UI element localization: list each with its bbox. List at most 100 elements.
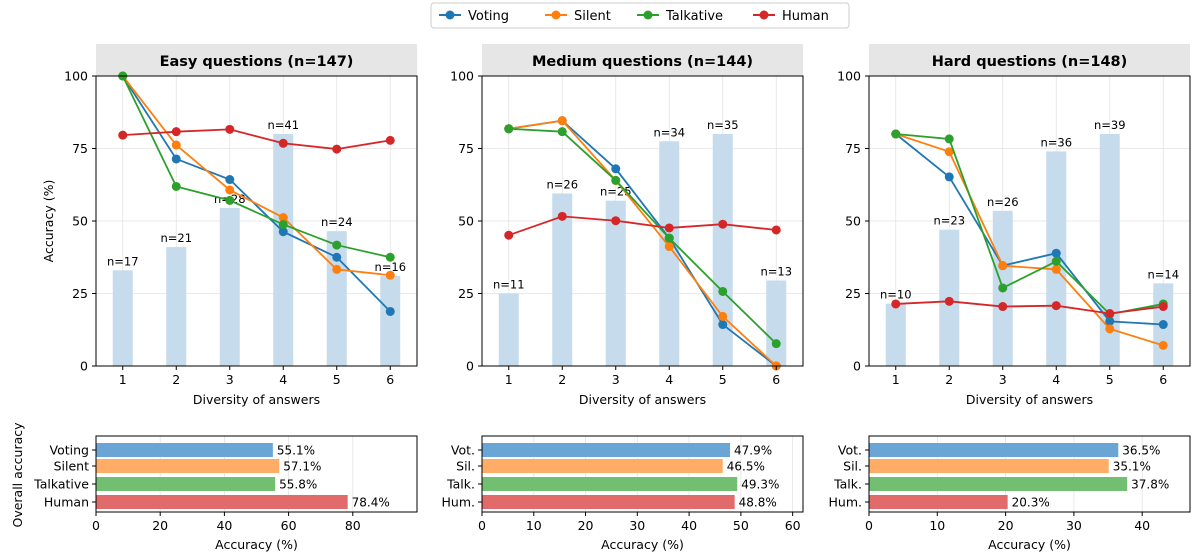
plot-frame	[868, 435, 1191, 513]
series-point-silent	[225, 185, 235, 195]
series-point-voting	[332, 252, 342, 262]
series-point-talkative	[718, 286, 728, 296]
legend-label-talkative: Talkative	[665, 9, 723, 24]
y-tick-label: 0	[853, 359, 861, 374]
overall-bar-value: 78.4%	[352, 496, 390, 510]
x-axis-label: Diversity of answers	[966, 392, 1093, 407]
series-point-voting	[611, 164, 621, 174]
count-bar	[112, 270, 133, 366]
series-point-talkative	[771, 339, 781, 349]
x-tick-label: 1	[892, 372, 900, 387]
series-point-voting	[171, 154, 181, 164]
series-point-voting	[718, 320, 728, 330]
series-point-silent	[1051, 264, 1061, 274]
series-point-human	[278, 138, 288, 148]
series-point-voting	[1105, 316, 1115, 326]
series-point-silent	[998, 261, 1008, 271]
series-line-silent	[122, 75, 391, 277]
x-tick-label: 20	[152, 518, 168, 533]
x-axis-label: Diversity of answers	[193, 392, 320, 407]
overall-bar	[482, 495, 735, 509]
count-bar	[498, 293, 519, 366]
series-point-human	[557, 211, 567, 221]
series-point-talkative	[557, 127, 567, 137]
y-tick-label: 100	[450, 69, 474, 84]
series-point-human	[891, 299, 901, 309]
series-point-human	[118, 130, 128, 140]
overall-bar	[869, 443, 1119, 457]
series-point-silent	[664, 242, 674, 252]
series-line-silent	[895, 133, 1164, 347]
x-tick-label: 10	[929, 518, 945, 533]
overall-bar-value: 55.1%	[277, 444, 315, 458]
legend-marker-silent	[551, 10, 561, 20]
series-point-voting	[1158, 320, 1168, 330]
count-bar	[219, 207, 240, 366]
x-tick-label: 6	[386, 372, 394, 387]
x-tick-label: 1	[119, 372, 127, 387]
series-point-silent	[332, 264, 342, 274]
series-point-human	[385, 135, 395, 145]
overall-bar	[869, 495, 1008, 509]
count-bar	[712, 134, 733, 366]
category-label: Talk.	[446, 477, 475, 492]
series-point-human	[171, 127, 181, 137]
series-point-silent	[1158, 340, 1168, 350]
x-tick-label: 5	[719, 372, 727, 387]
category-label: Sil.	[456, 459, 475, 474]
series-point-voting	[385, 306, 395, 316]
series-line-silent	[508, 119, 777, 367]
x-tick-label: 2	[558, 372, 566, 387]
count-label: n=26	[987, 195, 1019, 209]
series-line-talkative	[508, 127, 777, 345]
bar-panel-3: 36.5% 35.1% 37.8% 20.3% Vot.Sil. Talk. Hum.0 10…	[829, 435, 1191, 552]
count-bar	[766, 280, 787, 366]
panel-title: Hard questions (n=148)	[932, 54, 1128, 70]
count-label: n=26	[546, 177, 578, 191]
series-point-talkative	[664, 233, 674, 243]
overall-bar	[96, 495, 348, 509]
overall-bar-value: 57.1%	[283, 460, 321, 474]
x-axis-label: Accuracy (%)	[988, 537, 1071, 552]
y-tick-label: 0	[80, 359, 88, 374]
category-label: Voting	[50, 443, 89, 458]
series-point-human	[944, 296, 954, 306]
series-point-talkative	[504, 124, 514, 134]
legend-label-human: Human	[782, 9, 829, 24]
overall-bar	[96, 459, 280, 473]
x-axis-label: Accuracy (%)	[601, 537, 684, 552]
panel-title-box	[869, 44, 1190, 76]
count-bar	[326, 231, 347, 366]
line-panel-1: Easy questions (n=147)n=17n=21n=28n=41n=…	[41, 44, 418, 407]
x-tick-label: 60	[785, 518, 801, 533]
x-tick-label: 2	[172, 372, 180, 387]
overall-bar	[96, 477, 276, 491]
count-label: n=35	[707, 118, 739, 132]
count-label: n=34	[653, 125, 685, 139]
count-label: n=16	[374, 260, 406, 274]
line-panel-2: Medium questions (n=144)n=11n=26n=25n=34…	[450, 44, 804, 407]
count-bar	[273, 134, 294, 366]
x-tick-label: 0	[865, 518, 873, 533]
count-label: n=17	[107, 254, 139, 268]
x-tick-label: 20	[998, 518, 1014, 533]
series-point-talkative	[998, 283, 1008, 293]
overall-bar	[482, 443, 730, 457]
series-line-voting	[895, 133, 1164, 326]
series-point-human	[332, 144, 342, 154]
overall-bar	[96, 443, 273, 457]
category-label: Sil.	[843, 459, 862, 474]
series-point-human	[1105, 309, 1115, 319]
count-bar	[552, 193, 573, 366]
count-label: n=21	[160, 231, 192, 245]
series-point-human	[1158, 302, 1168, 312]
overall-bar	[869, 459, 1109, 473]
x-tick-label: 20	[578, 518, 594, 533]
series-point-human	[1051, 301, 1061, 311]
panel-title: Medium questions (n=144)	[532, 54, 753, 70]
x-tick-label: 40	[681, 518, 697, 533]
count-bar	[659, 141, 680, 366]
y-tick-label: 50	[458, 214, 474, 229]
